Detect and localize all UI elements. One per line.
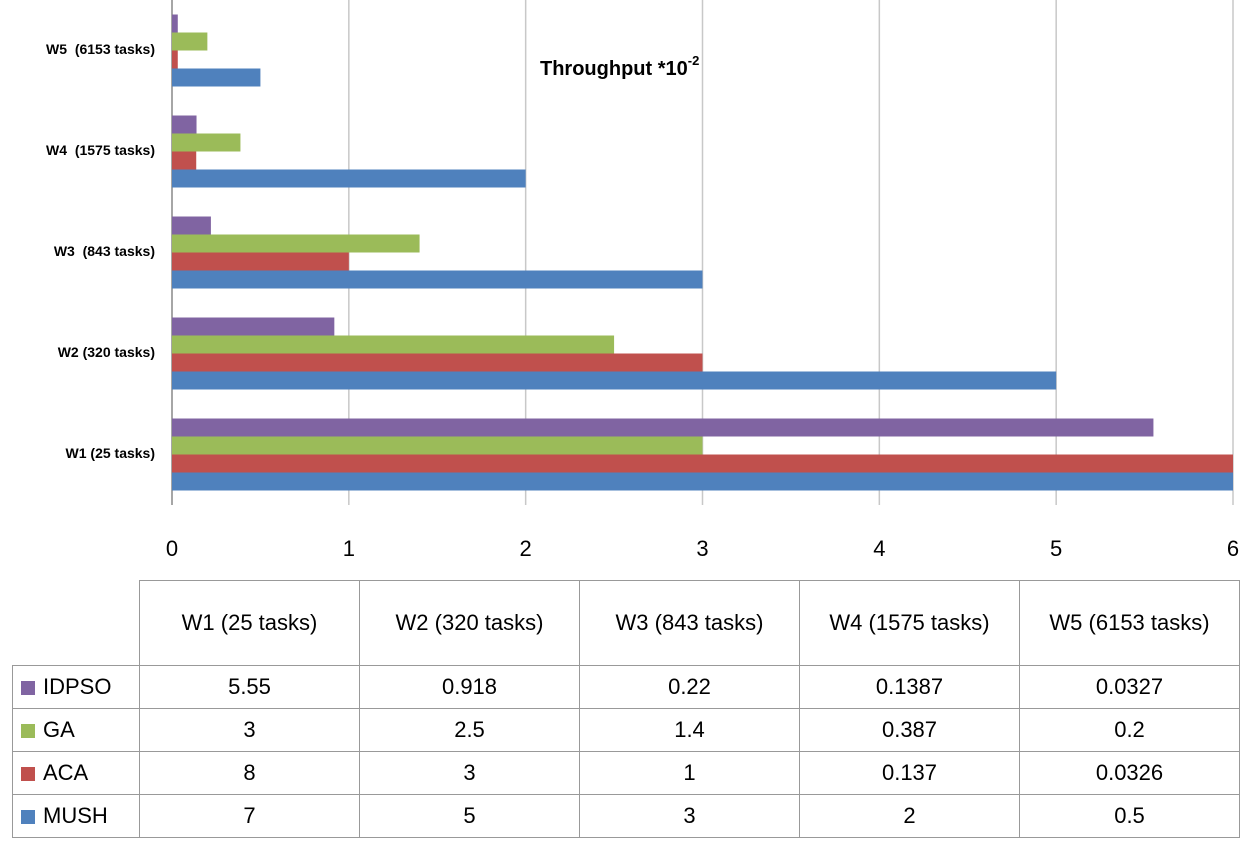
table-value: 2.5 bbox=[359, 708, 580, 752]
table-header: W1 (25 tasks) bbox=[139, 580, 360, 666]
legend-swatch bbox=[21, 767, 35, 782]
table-value: 0.1387 bbox=[799, 665, 1020, 709]
y-tick-label: W5 (6153 tasks) bbox=[46, 41, 155, 57]
bar bbox=[172, 418, 1154, 437]
data-table: W1 (25 tasks) W2 (320 tasks) W3 (843 tasks… bbox=[12, 580, 1240, 838]
table-value: 5 bbox=[359, 794, 580, 838]
bar bbox=[172, 68, 261, 87]
table-value: 0.918 bbox=[359, 665, 580, 709]
table-row: IDPSO 5.55 0.918 0.22 0.1387 0.0327 bbox=[12, 665, 1240, 709]
table-value: 0.2 bbox=[1019, 708, 1240, 752]
table-value: 3 bbox=[359, 751, 580, 795]
table-value: 7 bbox=[139, 794, 360, 838]
table-value: 1.4 bbox=[579, 708, 800, 752]
table-value: 1 bbox=[579, 751, 800, 795]
table-value: 8 bbox=[139, 751, 360, 795]
legend-swatch bbox=[21, 724, 35, 739]
x-tick-label: 6 bbox=[1227, 536, 1239, 561]
bar bbox=[172, 133, 241, 152]
x-tick-label: 0 bbox=[166, 536, 178, 561]
legend-label: ACA bbox=[43, 760, 89, 785]
bar bbox=[172, 436, 703, 455]
bar bbox=[172, 454, 1233, 473]
bar bbox=[172, 317, 335, 336]
bar bbox=[172, 252, 349, 271]
table-header-row: W1 (25 tasks) W2 (320 tasks) W3 (843 tasks… bbox=[12, 580, 1240, 666]
bar bbox=[172, 216, 211, 235]
y-tick-label: W2 (320 tasks) bbox=[58, 344, 155, 360]
table-value: 0.22 bbox=[579, 665, 800, 709]
bar bbox=[172, 270, 703, 289]
bar bbox=[172, 472, 1233, 491]
bar bbox=[172, 371, 1057, 390]
chart-title: Throughput *10-2 bbox=[540, 53, 699, 80]
bar bbox=[172, 234, 420, 253]
legend-entry: MUSH bbox=[12, 794, 140, 838]
bar bbox=[172, 169, 526, 188]
table-row: GA 3 2.5 1.4 0.387 0.2 bbox=[12, 708, 1240, 752]
table-value: 2 bbox=[799, 794, 1020, 838]
x-tick-label: 4 bbox=[873, 536, 885, 561]
x-tick-label: 1 bbox=[343, 536, 355, 561]
legend-entry: GA bbox=[12, 708, 140, 752]
chart: Throughput *10-2 0 1 2 3 4 5 6 W1 (25 tasks) W2 … bbox=[46, 0, 1239, 561]
bar bbox=[172, 32, 208, 51]
table-header: W5 (6153 tasks) bbox=[1019, 580, 1240, 666]
table-row: MUSH 7 5 3 2 0.5 bbox=[12, 794, 1240, 838]
bars bbox=[172, 14, 1233, 491]
table-value: 3 bbox=[139, 708, 360, 752]
bar bbox=[172, 14, 178, 33]
legend-entry: ACA bbox=[12, 751, 140, 795]
table-value: 3 bbox=[579, 794, 800, 838]
legend-swatch bbox=[21, 681, 35, 696]
bar bbox=[172, 115, 197, 134]
legend-label: MUSH bbox=[43, 803, 108, 828]
y-tick-label: W4 (1575 tasks) bbox=[46, 142, 155, 158]
title-exponent: -2 bbox=[688, 53, 700, 68]
table-header: W2 (320 tasks) bbox=[359, 580, 580, 666]
x-tick-label: 5 bbox=[1050, 536, 1062, 561]
y-tick-label: W3 (843 tasks) bbox=[54, 243, 155, 259]
table-header: W4 (1575 tasks) bbox=[799, 580, 1020, 666]
bar bbox=[172, 50, 178, 69]
bar bbox=[172, 353, 703, 372]
table-value: 0.137 bbox=[799, 751, 1020, 795]
y-tick-label: W1 (25 tasks) bbox=[66, 445, 155, 461]
table-row: ACA 8 3 1 0.137 0.0326 bbox=[12, 751, 1240, 795]
table-value: 0.0327 bbox=[1019, 665, 1240, 709]
legend-entry: IDPSO bbox=[12, 665, 140, 709]
table-corner bbox=[12, 580, 140, 666]
table-value: 0.387 bbox=[799, 708, 1020, 752]
legend-label: GA bbox=[43, 717, 75, 742]
table-value: 0.0326 bbox=[1019, 751, 1240, 795]
x-tick-label: 2 bbox=[520, 536, 532, 561]
legend-label: IDPSO bbox=[43, 674, 112, 699]
bar bbox=[172, 151, 197, 170]
title-text: Throughput *10 bbox=[540, 58, 688, 80]
table-value: 0.5 bbox=[1019, 794, 1240, 838]
x-tick-label: 3 bbox=[696, 536, 708, 561]
bar bbox=[172, 335, 615, 354]
table-header: W3 (843 tasks) bbox=[579, 580, 800, 666]
legend-swatch bbox=[21, 810, 35, 825]
table-value: 5.55 bbox=[139, 665, 360, 709]
